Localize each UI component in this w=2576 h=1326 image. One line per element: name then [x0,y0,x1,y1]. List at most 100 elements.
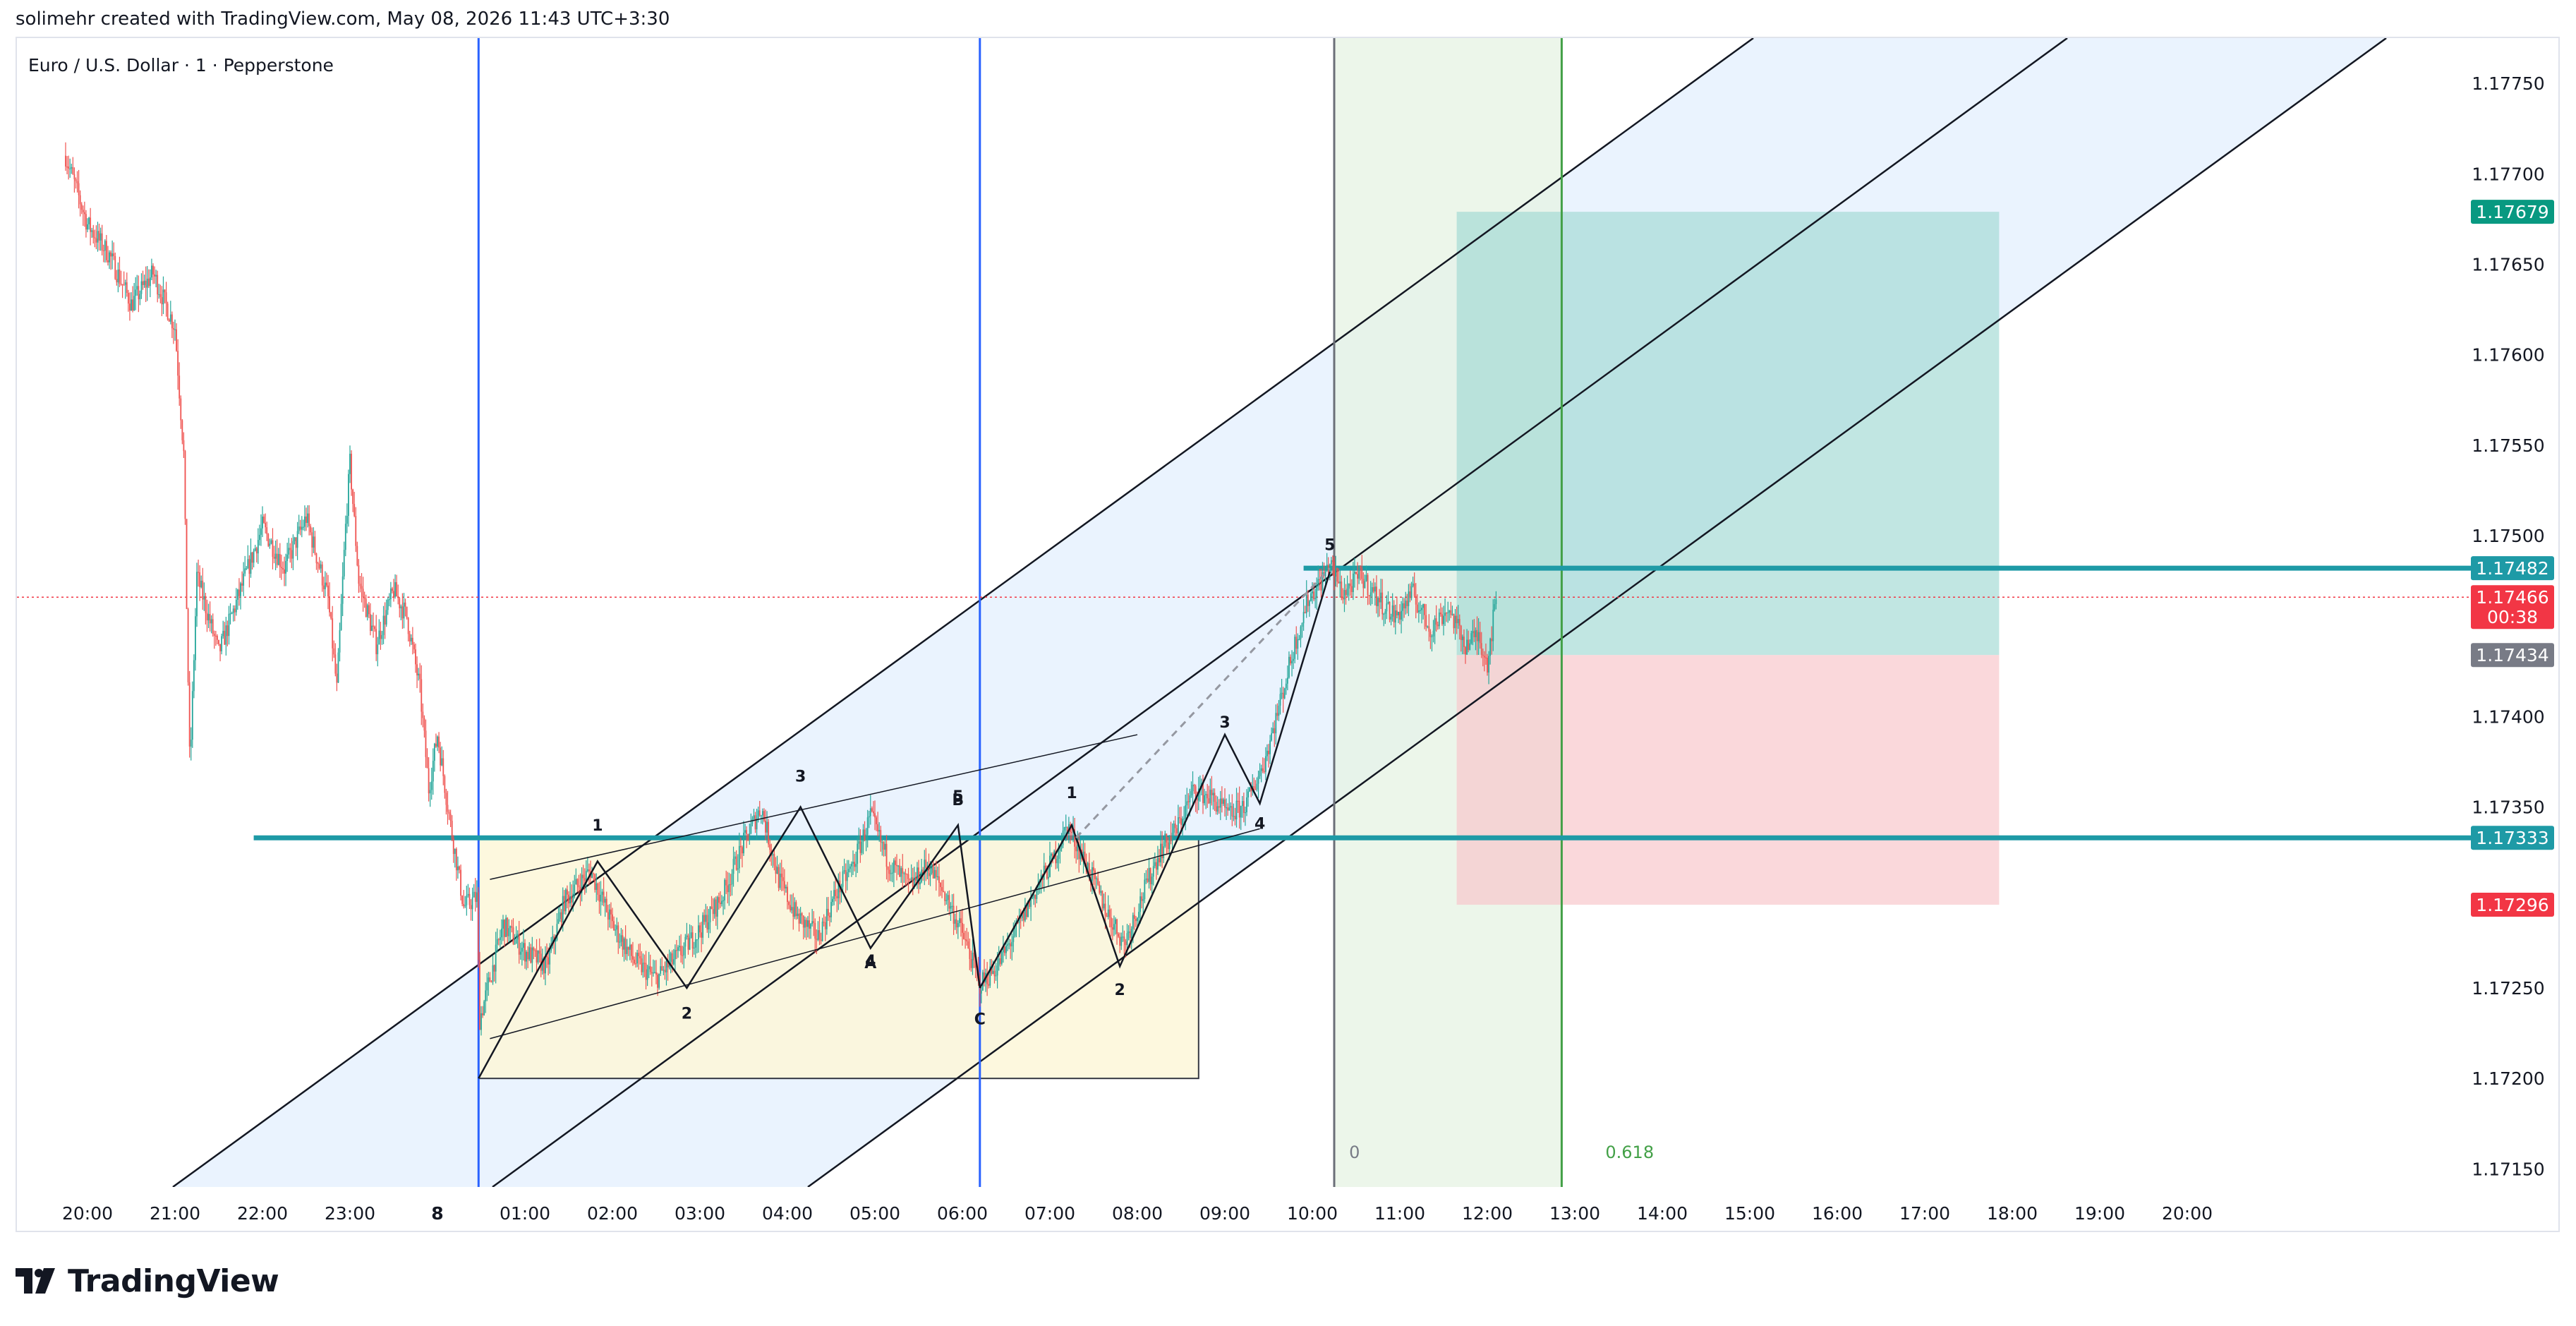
candle-body [101,233,103,251]
candle-body [343,550,345,577]
candle-body [1336,567,1338,582]
channel-line[interactable] [492,38,2068,1187]
wave-path-impulse[interactable] [979,571,1331,989]
candle-body [603,891,605,903]
wedge-lower-line[interactable] [490,828,1260,1039]
candle-body [164,289,166,293]
dashed-projection-line[interactable] [1075,567,1331,839]
candle-body [1298,639,1300,640]
candle-body [703,915,706,922]
candle-body [415,649,416,665]
candle-body [1279,694,1281,706]
candle-body [107,260,109,263]
candle-body [157,275,159,295]
wave-path-abc[interactable] [478,805,981,1079]
candle-body [296,531,298,548]
candle-body [855,864,857,867]
candle-body [1410,586,1413,598]
candle-body [972,952,974,968]
candle-body [311,532,313,548]
candle-body [438,736,440,748]
candle-body [1341,581,1343,598]
candle-body [763,811,765,821]
candle-body [996,965,998,976]
candle-body [110,252,111,257]
candle-body [1263,771,1265,772]
candle-body [1250,787,1252,792]
candle-body [594,874,596,891]
candle-body [366,605,368,617]
candle-body [158,294,160,296]
candle-body [925,860,927,869]
candle-body [804,920,806,928]
candle-body [295,537,297,548]
candle-body [199,572,201,588]
candle-body [1189,795,1191,802]
candle-body [1141,896,1143,901]
wedge-upper-line[interactable] [490,734,1138,880]
candle-body [109,252,110,263]
candle-body [388,599,390,601]
candle-body [1115,919,1116,924]
candle-body [649,966,651,972]
candle-body [1133,915,1135,920]
x-tick-label: 09:00 [1199,1203,1250,1224]
candle-body [1044,865,1046,870]
chart-frame[interactable] [16,37,2560,1232]
candle-body [449,814,452,821]
candle-body [76,181,78,183]
candle-body [1215,802,1217,812]
candle-body [1281,692,1283,694]
candle-body [358,565,360,584]
candle-body [229,613,231,615]
candle-body [1374,586,1376,592]
x-tick-label: 07:00 [1024,1203,1075,1224]
candle-body [430,781,433,790]
candle-body [1468,639,1470,650]
channel-line[interactable] [807,38,2387,1187]
candle-body [660,966,662,974]
candle-body [847,869,849,872]
y-tick-label: 1.17650 [2472,254,2544,275]
candle-body [991,966,993,975]
candle-body [992,970,994,975]
candle-body [1316,586,1318,598]
candle-body [1119,936,1121,946]
candle-body [442,758,445,776]
candle-body [218,639,219,644]
candle-body [173,328,174,330]
candle-body [907,874,909,879]
candle-body [221,636,223,651]
candle-body [496,939,498,945]
y-tick-label: 1.17150 [2472,1159,2544,1179]
candle-body [236,589,238,600]
y-tick-label: 1.17250 [2472,978,2544,999]
candle-body [250,552,252,574]
candle-body [97,231,99,243]
candle-body [460,869,461,896]
candle-body [98,231,100,241]
candle-body [1278,705,1280,716]
candle-body [805,920,807,927]
candle-body [291,550,293,559]
candle-body [974,960,976,968]
candle-body [1022,912,1024,921]
candle-body [1357,574,1358,579]
candle-body [1358,566,1360,579]
candle-body [1342,597,1344,600]
candle-body [820,939,822,941]
candle-body [508,928,510,936]
candle-body [355,516,357,546]
wave-label: 0 [1349,1143,1360,1162]
candle-body [1227,807,1229,811]
candle-body [1393,605,1395,623]
candle-body [578,885,580,888]
candle-body [877,824,879,832]
candle-body [758,810,761,816]
candle-body [632,956,634,960]
candle-body [1137,917,1138,922]
candle-body [1087,863,1089,872]
channel-line[interactable] [172,38,1754,1187]
candle-body [627,946,629,950]
